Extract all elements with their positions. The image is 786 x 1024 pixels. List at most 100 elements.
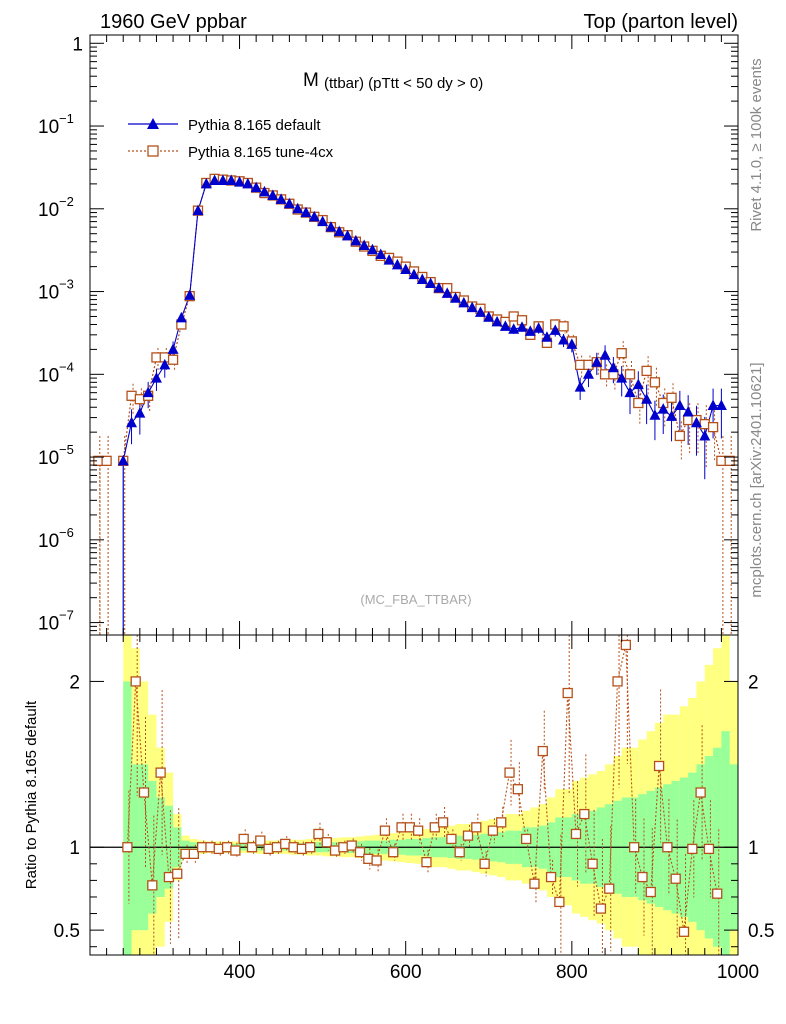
ratio-marker [271, 842, 283, 853]
ratio-plot-frame [89, 634, 739, 956]
default-marker [433, 282, 445, 293]
default-marker [649, 409, 661, 420]
ratio-marker [620, 639, 631, 651]
ratio-marker [545, 871, 557, 883]
ratio-band-inner [721, 731, 730, 955]
ratio-marker [662, 842, 673, 853]
legend: Pythia 8.165 default Pythia 8.165 tune-4… [128, 117, 334, 161]
ratio-marker [338, 842, 349, 853]
default-marker [466, 301, 478, 313]
ratio-marker [437, 817, 449, 828]
default-marker [682, 406, 694, 417]
default-marker [283, 197, 295, 209]
ratio-marker [413, 825, 424, 836]
ratio-tick-label-right: 1 [748, 838, 759, 859]
default-marker [574, 381, 586, 392]
default-marker [632, 378, 644, 390]
default-marker [292, 202, 304, 214]
ratio-marker [263, 843, 274, 855]
tune-marker [699, 418, 710, 430]
ratio-tick-labels: 0.5 0.5 1 1 2 2 [54, 672, 775, 942]
default-marker [416, 273, 428, 284]
ratio-marker [570, 828, 582, 840]
tune-marker [101, 455, 112, 467]
ratio-marker [130, 676, 141, 687]
default-marker [126, 416, 138, 428]
default-marker [142, 386, 154, 398]
default-marker [383, 254, 395, 265]
ratio-marker [612, 676, 623, 687]
default-marker [425, 277, 437, 289]
y-tick-label-base: 10 [38, 117, 59, 138]
ratio-marker [703, 843, 715, 855]
default-marker [358, 239, 370, 251]
ratio-marker [238, 833, 249, 845]
default-marker [308, 210, 320, 222]
default-marker [242, 177, 254, 189]
ratio-marker [471, 822, 482, 833]
default-marker [225, 174, 237, 185]
default-marker [408, 268, 420, 280]
default-marker [184, 289, 196, 300]
ratio-marker [537, 745, 548, 757]
default-marker [624, 386, 636, 398]
ratio-marker [180, 848, 191, 860]
default-marker [558, 333, 570, 345]
ratio-marker [454, 847, 465, 858]
ratio-marker [404, 822, 415, 833]
legend-label-default: Pythia 8.165 default [188, 117, 321, 134]
default-marker [391, 258, 403, 270]
ratio-marker [255, 835, 266, 846]
tune-marker [641, 365, 652, 377]
ratio-marker [155, 767, 166, 778]
ratio-marker [329, 845, 341, 856]
y-tick-label-exp: −3 [59, 277, 74, 292]
default-marker [499, 320, 511, 331]
default-series-line [122, 179, 722, 462]
y-tick-label-base: 10 [38, 448, 59, 469]
tune-marker [558, 321, 569, 332]
tune-marker [683, 414, 694, 426]
default-marker [641, 393, 653, 404]
ratio-marker [147, 880, 158, 891]
default-marker [250, 181, 262, 193]
default-marker [591, 356, 603, 367]
ratio-marker [637, 871, 648, 883]
default-marker [541, 331, 553, 342]
ratio-marker [653, 760, 665, 772]
tune-marker [575, 359, 586, 371]
ratio-marker [280, 838, 291, 850]
ratio-marker [296, 843, 307, 855]
ratio-marker [446, 833, 457, 845]
y-tick-label-base: 10 [38, 614, 59, 635]
ratio-marker [670, 873, 681, 884]
default-marker [267, 189, 279, 200]
default-marker [699, 429, 711, 441]
default-marker [666, 410, 678, 421]
ratio-data-layer [90, 635, 738, 955]
y-tick-label-exp: −4 [59, 359, 74, 374]
ratio-marker [487, 825, 499, 836]
watermark: (MC_FBA_TTBAR) [360, 592, 471, 607]
y-tick-label-base: 10 [38, 283, 59, 304]
default-marker [674, 399, 686, 410]
y-tick-label-base: 10 [38, 200, 59, 221]
default-marker [458, 296, 470, 308]
ratio-marker [288, 842, 299, 853]
tune-marker [624, 369, 636, 380]
x-tick-label: 600 [390, 962, 422, 983]
ratio-band-inner [123, 681, 132, 955]
y-tick-label-exp: −6 [59, 525, 74, 540]
y-tick-label-exp: −2 [59, 194, 74, 209]
default-marker [350, 234, 362, 246]
default-marker [474, 306, 486, 317]
ratio-marker [562, 687, 573, 699]
ratio-tick-label: 2 [69, 672, 80, 693]
side-label-bottom: mcplots.cern.ch [arXiv:2401.10621] [748, 362, 765, 597]
ratio-marker [230, 845, 241, 856]
ratio-marker [246, 842, 258, 853]
default-marker [134, 407, 146, 418]
ratio-marker [462, 830, 474, 841]
y-tick-label-base: 10 [38, 365, 59, 386]
